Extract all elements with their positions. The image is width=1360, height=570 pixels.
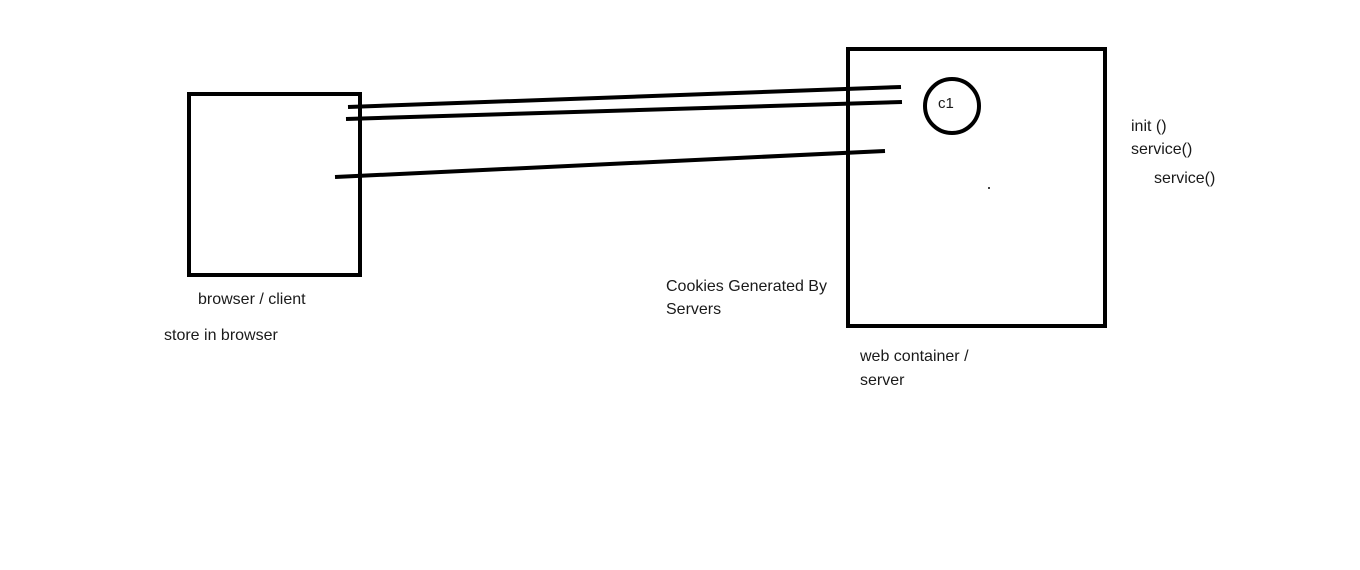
connection-line-1 [347,85,902,109]
server-label-line-2: server [860,372,905,389]
cookie-label: c1 [938,95,954,112]
cookie-caption-line-1: Cookies Generated By [666,278,827,295]
service-method-label-2: service() [1154,170,1216,187]
connection-line-2 [345,100,903,121]
server-label-line-1: web container / [860,348,969,365]
cookie-caption-line-2: Servers [666,301,722,318]
stray-dot [988,187,990,189]
browser-storage-note: store in browser [164,327,278,344]
init-method-label: init () [1131,118,1167,135]
cookie-circle [923,77,981,135]
server-box [846,47,1107,328]
service-method-label-1: service() [1131,141,1193,158]
browser-box [187,92,362,277]
connection-line-3 [334,149,886,179]
browser-label: browser / client [198,291,306,308]
